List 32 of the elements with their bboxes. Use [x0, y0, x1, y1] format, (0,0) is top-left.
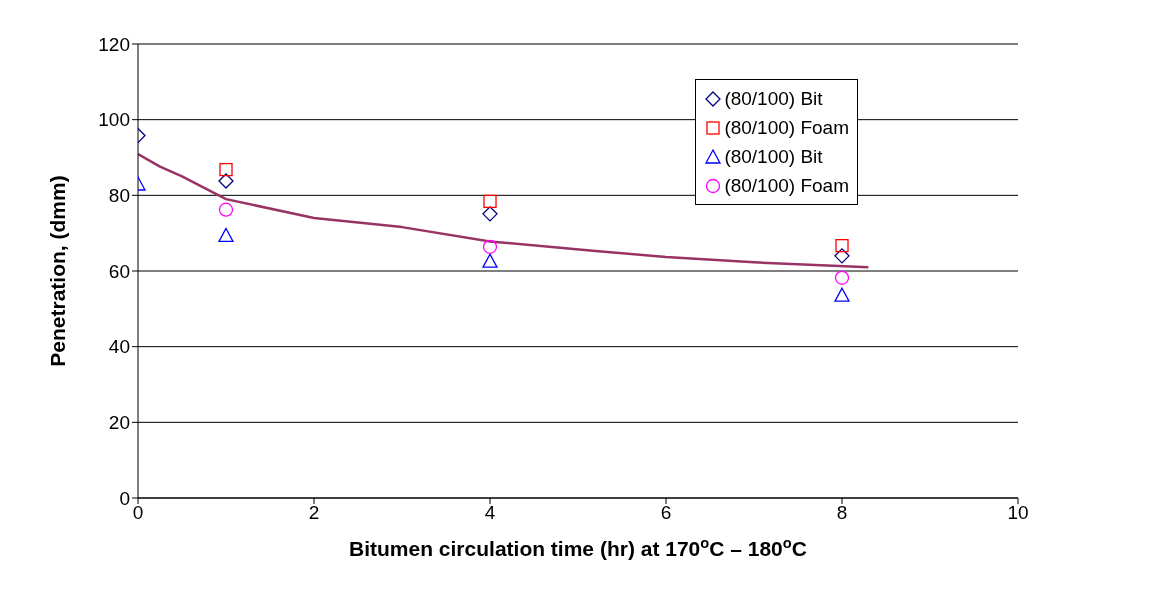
- y-tick-label: 0: [119, 487, 130, 509]
- x-tick-label: 2: [308, 502, 320, 524]
- point: [218, 227, 234, 243]
- point: [218, 173, 234, 189]
- y-axis-title: Penetration, (dmm): [46, 175, 70, 367]
- legend-label: (80/100) Foam: [724, 116, 849, 139]
- point: [834, 287, 850, 302]
- y-tick-label: 100: [98, 109, 130, 131]
- point: [834, 270, 850, 285]
- point: [482, 253, 498, 268]
- point: [482, 206, 498, 222]
- y-tick-label: 20: [108, 412, 130, 434]
- x-tick-label: 10: [1007, 502, 1029, 524]
- line-series: [138, 152, 870, 269]
- x-tick-label: 4: [484, 502, 496, 524]
- point: [219, 162, 233, 177]
- point: [835, 239, 849, 253]
- x-tick-label: 0: [132, 502, 144, 524]
- x-tick-label: 8: [836, 502, 848, 524]
- x-tick-label: 6: [660, 502, 672, 524]
- legend-label: (80/100) Foam: [724, 174, 849, 197]
- x-axis-title: Bitumen circulation time (hr) at 170$^{o}$C – 180$^{o}$C: [349, 535, 807, 560]
- point: [483, 194, 497, 209]
- legend-label: (80/100) Bit: [724, 87, 823, 110]
- y-tick-label: 60: [108, 260, 130, 282]
- y-tick-label: 40: [108, 336, 130, 358]
- y-tick-label: 80: [108, 185, 130, 207]
- point: [482, 239, 498, 254]
- legend-label: (80/100) Bit: [724, 145, 823, 168]
- point: [834, 248, 850, 264]
- y-tick-label: 120: [98, 33, 130, 55]
- point: [218, 202, 234, 217]
